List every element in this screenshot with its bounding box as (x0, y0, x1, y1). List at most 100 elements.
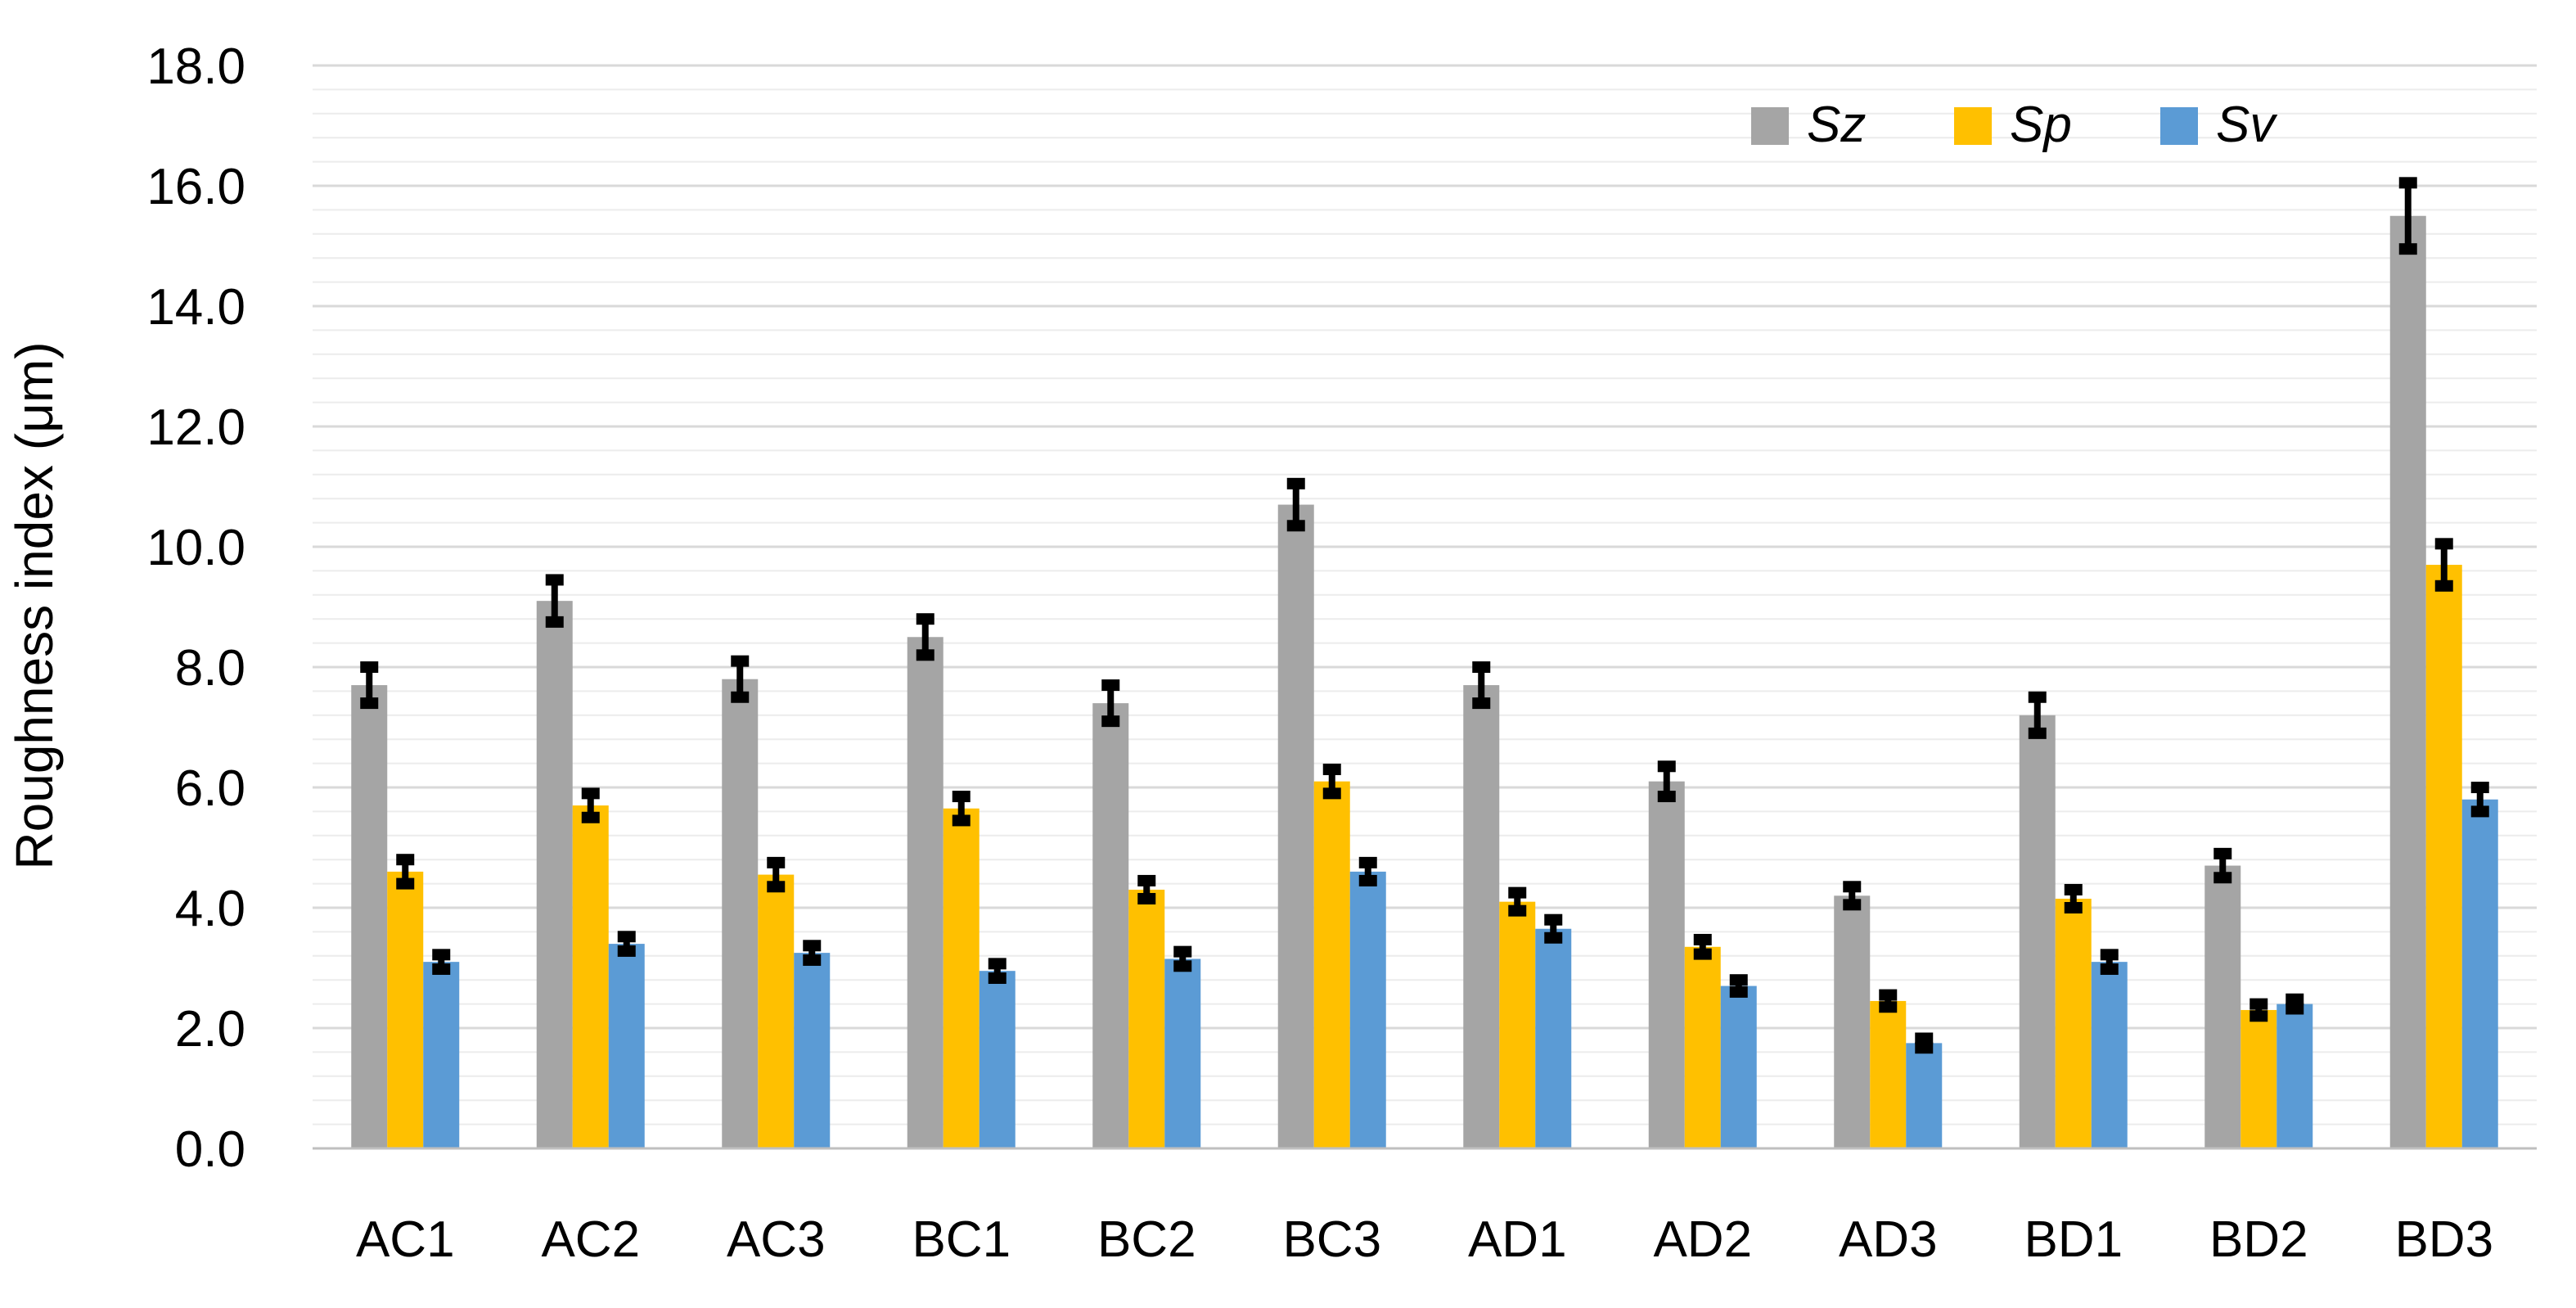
error-bar-cap (2249, 1010, 2268, 1022)
error-bar-cap (617, 931, 636, 943)
error-bar-cap (2398, 177, 2417, 189)
error-bar-cap (1286, 477, 1305, 489)
bar-sv (1535, 928, 1572, 1148)
error-bar-cap (2064, 902, 2083, 913)
error-bar-cap (988, 958, 1007, 970)
error-bar-cap (1472, 661, 1491, 673)
error-bar-cap (581, 811, 600, 823)
x-tick-label: BC3 (1282, 1211, 1381, 1268)
error-bar-cap (1137, 874, 1156, 886)
x-tick-label: BC2 (1097, 1211, 1196, 1268)
error-bar-cap (2249, 998, 2268, 1010)
error-bar-cap (916, 649, 934, 661)
bar-sz (536, 601, 573, 1148)
bar-sz (2389, 215, 2426, 1148)
error-bar-cap (1101, 679, 1120, 692)
bar-sv (2277, 1004, 2313, 1148)
bar-sp (2425, 565, 2462, 1148)
bar-sp (1684, 946, 1721, 1148)
bar-sz (1834, 895, 1871, 1148)
error-bar-cap (1915, 1042, 1934, 1054)
error-bar-cap (2398, 243, 2417, 255)
error-bar-cap (2100, 963, 2119, 975)
error-bar-cap (617, 945, 636, 957)
error-bar-cap (2286, 993, 2304, 1005)
legend-label-sv: Sv (2216, 97, 2277, 153)
bar-sp (1128, 889, 1165, 1148)
error-bar-cap (396, 854, 415, 866)
bar-sz (2019, 715, 2056, 1148)
error-bar-cap (1358, 874, 1377, 886)
bar-sp (758, 874, 795, 1148)
error-bar-cap (2213, 872, 2232, 884)
error-bar-cap (1173, 945, 1192, 958)
bar-sz (1277, 504, 1314, 1148)
error-bar-cap (1657, 760, 1676, 773)
error-bar-cap (767, 881, 786, 893)
y-tick-label: 2.0 (175, 1001, 245, 1058)
bar-sz (351, 685, 388, 1148)
error-bar-cap (1729, 974, 1748, 986)
error-bar-cap (396, 877, 415, 890)
error-bar-cap (360, 697, 379, 710)
x-tick-label: AD3 (1839, 1211, 1938, 1268)
y-tick-label: 16.0 (146, 159, 245, 215)
bar-sv (2091, 962, 2128, 1148)
error-bar-cap (2470, 805, 2489, 818)
error-bar-cap (432, 963, 451, 975)
error-bar-cap (1322, 763, 1341, 775)
error-bar-cap (2064, 883, 2083, 895)
bar-sv (979, 971, 1016, 1148)
error-bar-cap (731, 691, 750, 703)
bar-sz (722, 679, 759, 1148)
bar-sp (2240, 1009, 2277, 1148)
error-bar-cap (1879, 989, 1898, 1001)
bar-sp (572, 805, 609, 1148)
y-tick-label: 8.0 (175, 640, 245, 697)
error-bar-cap (1693, 933, 1712, 945)
error-bar-cap (2470, 782, 2489, 793)
error-bar-cap (545, 574, 564, 586)
error-bar-cap (916, 613, 934, 625)
bar-sp (2055, 898, 2092, 1148)
error-bar-cap (952, 791, 971, 803)
error-bar-cap (952, 814, 971, 827)
bar-sz (1092, 703, 1129, 1148)
error-bar-cap (1137, 892, 1156, 904)
error-bar-cap (1101, 715, 1120, 728)
x-tick-label: BD1 (2024, 1211, 2123, 1268)
error-bar-cap (1879, 1001, 1898, 1013)
x-tick-label: AD1 (1468, 1211, 1567, 1268)
error-bar-cap (432, 949, 451, 961)
bar-sp (1313, 781, 1350, 1148)
error-bars (360, 177, 2489, 1054)
bar-sv (1164, 958, 1201, 1148)
bar-sv (608, 944, 645, 1148)
error-bar-cap (1843, 881, 1862, 893)
y-tick-label: 18.0 (146, 38, 245, 95)
y-tick-label: 6.0 (175, 760, 245, 817)
error-bar-cap (1173, 960, 1192, 972)
error-bar-cap (2028, 727, 2047, 739)
bar-sv (1349, 871, 1386, 1148)
y-tick-label: 14.0 (146, 279, 245, 336)
error-bar-cap (1843, 899, 1862, 911)
error-bar-cap (1544, 931, 1563, 944)
bar-sp (1499, 901, 1536, 1148)
error-bar-cap (988, 972, 1007, 984)
x-tick-label: BD3 (2394, 1211, 2493, 1268)
bar-sv (2461, 799, 2498, 1148)
x-tick-label: BD2 (2209, 1211, 2308, 1268)
axes: 0.0 2.0 4.0 6.0 8.0 10.0 12.0 14.0 16.0 18.0 AC1 AC… (146, 38, 2537, 1268)
legend-swatch-sv (2160, 107, 2198, 145)
bars (351, 215, 2498, 1148)
y-tick-label: 0.0 (175, 1121, 245, 1178)
error-bar-cap (1693, 948, 1712, 960)
y-axis-label: Roughness index (μm) (5, 341, 64, 869)
bar-sv (423, 962, 460, 1148)
bar-sz (1648, 781, 1685, 1148)
x-tick-label: AC3 (727, 1211, 826, 1268)
bar-sz (1463, 685, 1500, 1148)
